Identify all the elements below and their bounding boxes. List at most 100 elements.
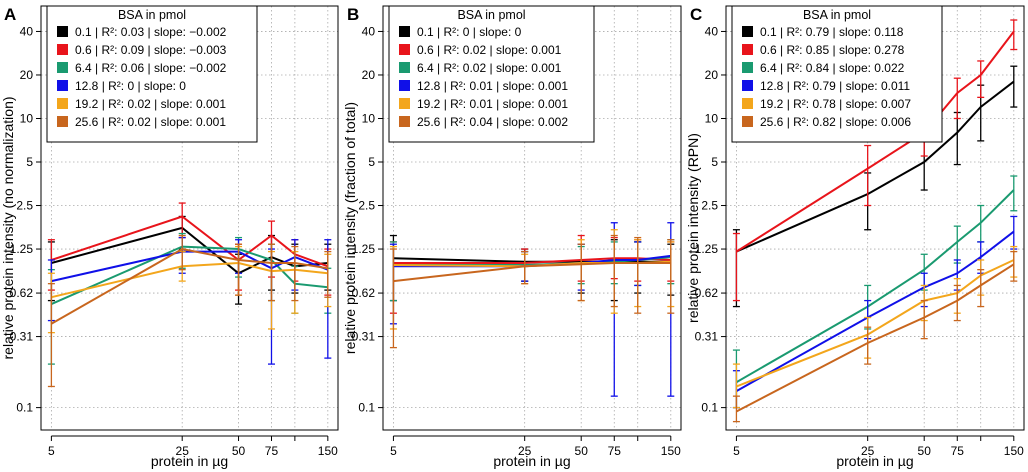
x-tick-label: 75 <box>608 444 622 458</box>
y-tick-label: 5 <box>368 155 375 169</box>
x-tick-label: 50 <box>575 444 589 458</box>
y-tick-label: 0.1 <box>358 401 375 415</box>
x-tick-label: 150 <box>318 444 338 458</box>
legend-swatch <box>399 80 410 91</box>
x-axis-label: protein in µg <box>836 453 913 469</box>
legend-entry: 19.2 | R²: 0.78 | slope: 0.007 <box>760 97 911 111</box>
y-tick-label: 10 <box>705 111 719 125</box>
y-tick-label: 2.5 <box>701 199 718 213</box>
series-line <box>736 259 1015 388</box>
x-tick-label: 75 <box>265 444 279 458</box>
panel-b: 0.1 0.31 0.62 1.25 2.5 5 10 20 40 5 25 50 75 150 prote… <box>342 5 682 469</box>
series-line <box>735 263 1015 413</box>
y-tick-label: 20 <box>362 68 376 82</box>
legend-swatch <box>57 98 68 109</box>
y-tick-label: 0.31 <box>695 330 719 344</box>
y-tick-label: 0.62 <box>10 286 34 300</box>
series-line <box>51 215 329 268</box>
legend-swatch <box>399 98 410 109</box>
series-line <box>51 261 328 299</box>
legend-swatch <box>57 116 68 127</box>
y-axis-label: relative protein intensity (fraction of … <box>342 102 358 354</box>
legend-entry: 25.6 | R²: 0.02 | slope: 0.001 <box>75 115 226 129</box>
x-tick-label: 5 <box>48 444 55 458</box>
y-tick-label: 40 <box>705 24 719 38</box>
panel-c: 0.1 0.31 0.62 1.25 2.5 5 10 20 40 5 25 50 75 150 prote… <box>685 5 1025 469</box>
legend-entry: 25.6 | R²: 0.82 | slope: 0.006 <box>760 115 911 129</box>
x-tick-label: 50 <box>918 444 932 458</box>
legend-entry: 6.4 | R²: 0.06 | slope: −0.002 <box>75 61 227 75</box>
y-tick-label: 1.25 <box>10 242 34 256</box>
legend-entry: 6.4 | R²: 0.02 | slope: 0.001 <box>417 61 562 75</box>
legend-title: BSA in pmol <box>803 8 871 22</box>
legend-swatch <box>742 62 753 73</box>
legend-entry: 0.1 | R²: 0.03 | slope: −0.002 <box>75 25 227 39</box>
x-tick-label: 150 <box>661 444 681 458</box>
series-line <box>735 189 1015 384</box>
x-tick-label: 5 <box>733 444 740 458</box>
legend-entry: 12.8 | R²: 0.79 | slope: 0.011 <box>760 79 910 93</box>
legend-entry: 19.2 | R²: 0.02 | slope: 0.001 <box>75 97 226 111</box>
legend-entry: 19.2 | R²: 0.01 | slope: 0.001 <box>417 97 568 111</box>
legend-entry: 0.6 | R²: 0.85 | slope: 0.278 <box>760 43 905 57</box>
legend-entry: 6.4 | R²: 0.84 | slope: 0.022 <box>760 61 905 75</box>
series-line <box>50 247 328 325</box>
y-tick-label: 0.62 <box>352 286 376 300</box>
series-4 <box>732 245 1018 409</box>
legend-entry: 25.6 | R²: 0.04 | slope: 0.002 <box>417 115 568 129</box>
legend-swatch <box>399 44 410 55</box>
y-tick-label: 10 <box>362 111 376 125</box>
x-tick-label: 50 <box>232 444 246 458</box>
legend-swatch <box>742 26 753 37</box>
y-tick-label: 20 <box>20 68 34 82</box>
y-axis-label: relative protein intensity (RPN) <box>685 133 701 323</box>
y-tick-label: 0.1 <box>701 401 718 415</box>
series-line <box>393 262 671 283</box>
legend-entry: 0.6 | R²: 0.09 | slope: −0.003 <box>75 43 227 57</box>
series-line <box>51 250 329 283</box>
legend-swatch <box>399 62 410 73</box>
x-tick-label: 150 <box>1004 444 1024 458</box>
legend-entry: 0.1 | R²: 0.79 | slope: 0.118 <box>760 25 904 39</box>
y-tick-label: 0.31 <box>10 330 34 344</box>
series-5 <box>389 234 675 349</box>
x-tick-label: 5 <box>390 444 397 458</box>
y-axis-label: relative protein intensity (no normaliza… <box>0 96 16 359</box>
legend-swatch <box>742 98 753 109</box>
legend: BSA in pmol 0.1 | R²: 0.79 | slope: 0.118… <box>731 5 943 143</box>
series-4 <box>389 229 675 330</box>
legend-entry: 12.8 | R²: 0.01 | slope: 0.001 <box>417 79 568 93</box>
series-line <box>735 230 1015 392</box>
x-tick-label: 25 <box>861 444 875 458</box>
series-line <box>51 226 328 275</box>
y-tick-label: 2.5 <box>16 199 33 213</box>
legend-box <box>731 5 943 143</box>
series-3 <box>732 215 1018 409</box>
y-tick-label: 2.5 <box>358 199 375 213</box>
y-tick-label: 0.31 <box>352 330 376 344</box>
x-axis-label: protein in µg <box>151 453 228 469</box>
legend-title: BSA in pmol <box>457 8 525 22</box>
series-2 <box>732 175 1018 409</box>
series-5 <box>732 250 1018 423</box>
panel-letter: B <box>347 5 359 24</box>
legend-swatch <box>57 62 68 73</box>
legend-swatch <box>399 116 410 127</box>
y-tick-label: 1.25 <box>695 242 719 256</box>
x-axis-label: protein in µg <box>493 453 570 469</box>
series-line <box>50 245 328 306</box>
panel-a: 0.1 0.31 0.62 1.25 2.5 5 10 20 40 5 25 50 75 150 prote… <box>0 5 339 469</box>
y-tick-label: 0.62 <box>695 286 719 300</box>
panel-letter: C <box>690 5 702 24</box>
y-tick-label: 40 <box>362 24 376 38</box>
legend: BSA in pmol 0.1 | R²: 0 | slope: 0 0.6 | R… <box>388 5 595 143</box>
legend-box <box>46 5 258 143</box>
legend-swatch <box>57 80 68 91</box>
legend-entry: 0.1 | R²: 0 | slope: 0 <box>417 25 522 39</box>
legend-swatch <box>742 44 753 55</box>
legend-entry: 12.8 | R²: 0 | slope: 0 <box>75 79 186 93</box>
series-1 <box>389 234 675 314</box>
y-tick-label: 40 <box>20 24 34 38</box>
legend-entry: 0.6 | R²: 0.02 | slope: 0.001 <box>417 43 562 57</box>
